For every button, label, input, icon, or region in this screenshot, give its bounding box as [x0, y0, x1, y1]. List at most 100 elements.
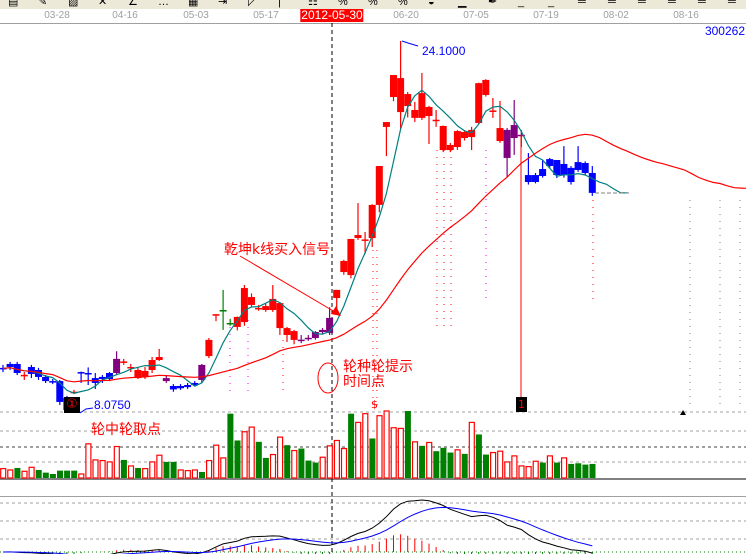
candle[interactable] — [418, 72, 426, 120]
candle[interactable] — [191, 381, 199, 386]
candle[interactable] — [489, 97, 497, 118]
candle[interactable] — [297, 335, 305, 344]
candle[interactable] — [148, 357, 156, 373]
table-icon[interactable]: ☷ — [308, 0, 318, 8]
candle[interactable] — [13, 361, 21, 376]
separator[interactable]: | — [278, 0, 281, 8]
baseline-icon[interactable]: ▁ — [458, 0, 467, 8]
line5-icon[interactable]: ═ — [698, 0, 706, 8]
candle[interactable] — [475, 82, 483, 125]
candle[interactable] — [482, 79, 490, 97]
line2-icon[interactable]: ═ — [608, 0, 616, 8]
candle[interactable] — [304, 335, 312, 341]
underline2-icon[interactable]: _ — [548, 0, 555, 8]
candle[interactable] — [162, 375, 170, 383]
candle[interactable] — [311, 331, 319, 340]
trend-icon[interactable]: ◸ — [248, 0, 257, 8]
candle[interactable] — [233, 316, 241, 331]
candle[interactable] — [106, 372, 113, 382]
candle[interactable] — [503, 128, 511, 177]
candle[interactable] — [155, 348, 163, 361]
candle[interactable] — [390, 75, 397, 102]
candle[interactable] — [276, 302, 284, 336]
candle[interactable] — [439, 125, 447, 153]
percent3-icon[interactable]: % — [398, 0, 408, 8]
candle[interactable] — [453, 130, 461, 150]
candle[interactable] — [326, 307, 334, 336]
candle[interactable] — [283, 326, 291, 342]
cross-icon[interactable]: ✕ — [98, 0, 108, 8]
candle[interactable] — [432, 110, 440, 127]
candle[interactable] — [496, 100, 504, 143]
candle[interactable] — [354, 203, 362, 240]
pen-icon[interactable]: ✒ — [488, 0, 498, 8]
fill-icon[interactable]: ▨ — [68, 0, 79, 8]
candle[interactable] — [546, 157, 554, 169]
candle[interactable] — [169, 384, 177, 392]
line6-icon[interactable]: ═ — [728, 0, 736, 8]
candle[interactable] — [468, 126, 476, 151]
candle[interactable] — [347, 238, 355, 279]
candle[interactable] — [113, 351, 121, 376]
candle[interactable] — [219, 289, 227, 330]
volume-bar — [184, 470, 191, 479]
candle[interactable] — [397, 41, 405, 129]
candle[interactable] — [425, 105, 433, 145]
candle[interactable] — [290, 329, 298, 345]
candle[interactable] — [20, 372, 28, 380]
candle[interactable] — [574, 146, 582, 172]
bar-chart-icon[interactable]: ▤ — [8, 0, 19, 8]
candle[interactable] — [127, 363, 135, 373]
candle[interactable] — [6, 361, 14, 370]
candle[interactable] — [375, 166, 383, 213]
candle[interactable] — [319, 328, 326, 334]
candle[interactable] — [84, 367, 92, 386]
volume-bar — [57, 470, 63, 478]
candle[interactable] — [560, 146, 568, 178]
candle[interactable] — [411, 101, 419, 123]
candle[interactable] — [255, 304, 263, 311]
candle[interactable] — [269, 285, 277, 312]
candle[interactable] — [226, 318, 234, 326]
candle[interactable] — [177, 384, 184, 390]
percent-icon[interactable]: % — [338, 0, 348, 8]
candle[interactable] — [212, 314, 220, 322]
candle[interactable] — [56, 379, 64, 405]
candle[interactable] — [198, 363, 206, 383]
candle[interactable] — [240, 285, 248, 326]
percent2-icon[interactable]: % — [368, 0, 378, 8]
candle[interactable] — [539, 160, 547, 178]
candle[interactable] — [446, 142, 454, 153]
line3-icon[interactable]: ═ — [638, 0, 646, 8]
candle[interactable] — [361, 232, 369, 255]
candle[interactable] — [248, 293, 255, 308]
dots-icon[interactable]: … — [158, 0, 169, 8]
candle[interactable] — [333, 289, 341, 311]
arrow-box-icon[interactable]: ⇥ — [218, 0, 228, 8]
candle[interactable] — [581, 161, 589, 176]
underline-icon[interactable]: _ — [518, 0, 525, 8]
candle[interactable] — [205, 338, 213, 359]
line-draw-icon[interactable]: ∠ — [128, 0, 138, 8]
candle-icon[interactable]: ✎ — [38, 0, 48, 8]
candle[interactable] — [49, 379, 57, 385]
candle[interactable] — [120, 358, 128, 365]
candle[interactable] — [510, 100, 518, 155]
candle[interactable] — [553, 160, 561, 179]
candle[interactable] — [532, 172, 539, 184]
line1-icon[interactable]: ═ — [578, 0, 586, 8]
candle[interactable] — [98, 375, 106, 383]
bowl-icon[interactable]: ◒ — [428, 0, 435, 8]
candle[interactable] — [340, 259, 348, 275]
candle[interactable] — [404, 91, 412, 118]
candle[interactable] — [588, 166, 596, 196]
candle[interactable] — [262, 303, 270, 312]
grid-icon[interactable]: ▦ — [188, 0, 199, 8]
line4-icon[interactable]: ═ — [668, 0, 676, 8]
candle[interactable] — [461, 130, 468, 141]
candle[interactable] — [382, 122, 390, 157]
volume-bar — [255, 441, 262, 478]
candle[interactable] — [368, 204, 376, 248]
candle[interactable] — [184, 382, 192, 389]
